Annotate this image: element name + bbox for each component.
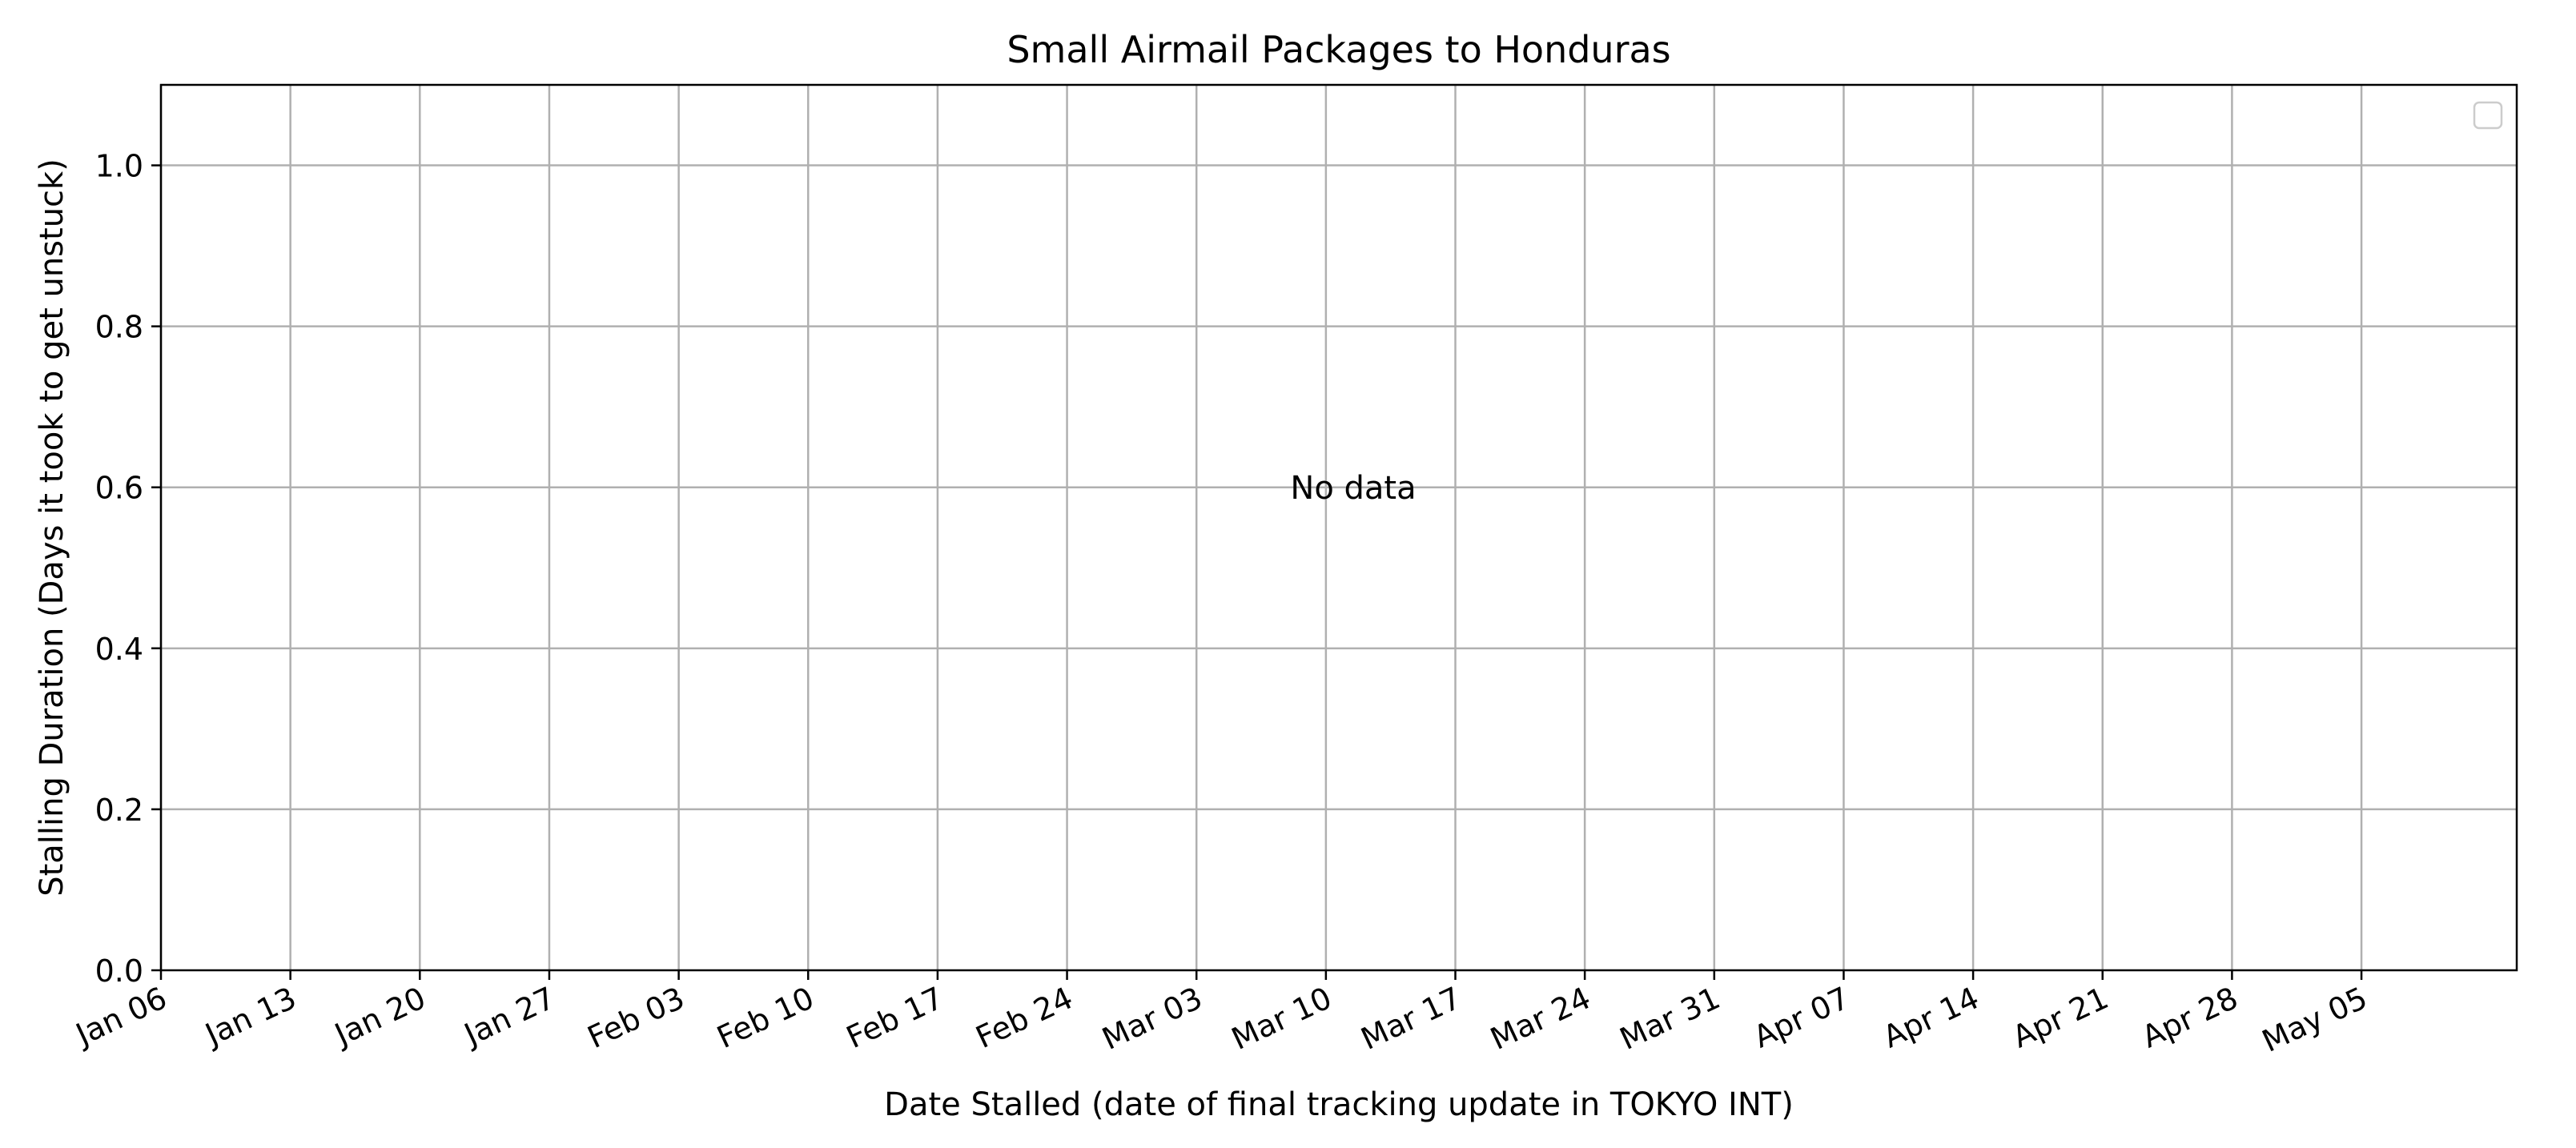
y-tick-label: 1.0 [95, 149, 143, 184]
empty-legend-box [2473, 101, 2503, 130]
plot-area-frame [159, 83, 2518, 972]
no-data-annotation: No data [1290, 470, 1416, 507]
y-tick-label: 0.8 [95, 310, 143, 345]
y-tick-label: 0.4 [95, 632, 143, 667]
y-tick-label: 0.2 [95, 793, 143, 828]
y-tick-label: 0.0 [95, 953, 143, 989]
y-tick-label: 0.6 [95, 471, 143, 506]
chart-title: Small Airmail Packages to Honduras [1007, 28, 1670, 71]
grid-lines [159, 85, 2517, 970]
x-axis-label: Date Stalled (date of final tracking upd… [884, 1086, 1794, 1123]
y-axis-label: Stalling Duration (Days it took to get u… [34, 159, 70, 897]
